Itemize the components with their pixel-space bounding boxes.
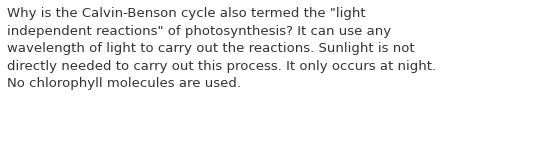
Text: Why is the Calvin-Benson cycle also termed the "light
independent reactions" of : Why is the Calvin-Benson cycle also term… xyxy=(7,7,436,90)
